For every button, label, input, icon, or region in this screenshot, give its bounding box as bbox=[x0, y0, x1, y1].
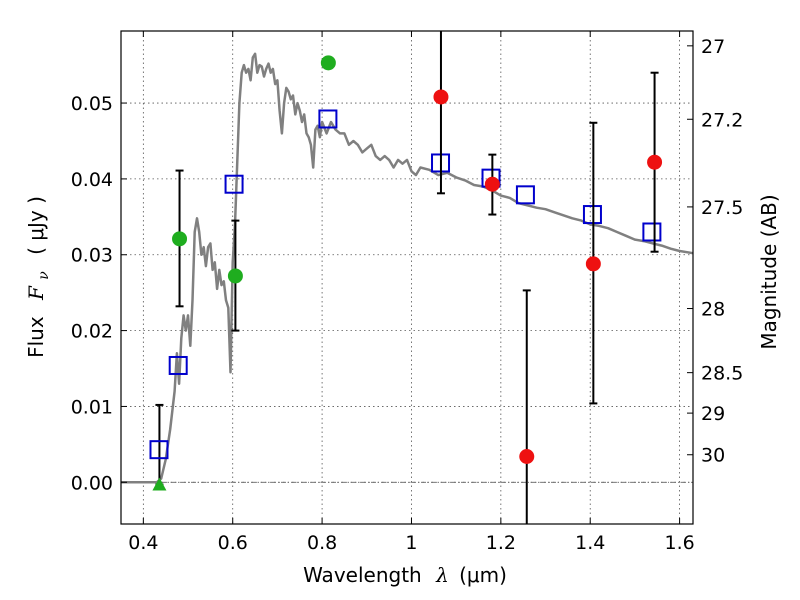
model-sed-line bbox=[121, 52, 694, 484]
upper-limit-triangle bbox=[152, 477, 167, 491]
red-data-point bbox=[519, 448, 535, 464]
grid-lines bbox=[121, 31, 693, 524]
y-tick-label: 0.05 bbox=[71, 93, 113, 115]
y2-tick-label: 29 bbox=[701, 403, 725, 425]
y2-tick-label: 30 bbox=[701, 445, 725, 467]
y-axis-label-subscript: ν bbox=[36, 271, 52, 280]
template-flux-square bbox=[515, 185, 535, 205]
plot-frame bbox=[120, 30, 694, 525]
green-data-point bbox=[227, 268, 243, 284]
y2-tick-label: 28 bbox=[701, 299, 725, 321]
x-axis-label-unit: (μm) bbox=[459, 563, 507, 587]
red-data-point bbox=[585, 256, 601, 272]
green-data-point bbox=[172, 231, 188, 247]
y-tick-label: 0.04 bbox=[71, 169, 113, 191]
y-tick-label: 0.03 bbox=[71, 245, 113, 267]
y-axis-label-text: Flux bbox=[24, 316, 48, 358]
template-flux-square bbox=[149, 440, 169, 460]
axis-ticks: 0.4 0.6 0.8 1 1.2 1.4 1.6 0.00 0.01 0.02 0.03 0.04 0… bbox=[71, 31, 743, 554]
template-flux-square bbox=[224, 174, 244, 194]
green-data-point bbox=[320, 55, 336, 71]
x-tick-label: 0.6 bbox=[218, 532, 248, 554]
y2-tick-label: 27 bbox=[701, 36, 725, 58]
x-tick-label: 1.4 bbox=[575, 532, 605, 554]
y-tick-label: 0.00 bbox=[71, 472, 113, 494]
x-tick-label: 1 bbox=[405, 532, 417, 554]
template-flux-square bbox=[168, 355, 188, 375]
template-flux-square bbox=[318, 109, 338, 129]
y2-tick-label: 27.2 bbox=[701, 109, 743, 131]
red-data-point bbox=[433, 89, 449, 105]
template-flux-square bbox=[642, 222, 662, 242]
x-tick-label: 0.4 bbox=[128, 532, 158, 554]
y-tick-label: 0.02 bbox=[71, 321, 113, 343]
x-axis-label-text: Wavelength bbox=[303, 563, 422, 587]
y-axis-label-symbol: F bbox=[24, 285, 48, 301]
x-tick-label: 0.8 bbox=[307, 532, 337, 554]
red-data-point bbox=[484, 176, 500, 192]
x-axis-label: Wavelength λ (μm) bbox=[303, 563, 507, 587]
y-axis-label-unit: ( μJy ) bbox=[24, 196, 48, 255]
y2-tick-label: 27.5 bbox=[701, 197, 743, 219]
x-tick-label: 1.2 bbox=[486, 532, 516, 554]
y-axis-label: Flux F ν ( μJy ) bbox=[24, 196, 53, 358]
y2-axis-label: Magnitude (AB) bbox=[757, 194, 781, 349]
y2-tick-label: 28.5 bbox=[701, 363, 743, 385]
y-tick-label: 0.01 bbox=[71, 396, 113, 418]
x-axis-label-symbol: λ bbox=[435, 563, 449, 587]
data-series bbox=[121, 31, 694, 524]
red-data-point bbox=[647, 154, 663, 170]
x-tick-label: 1.6 bbox=[664, 532, 694, 554]
